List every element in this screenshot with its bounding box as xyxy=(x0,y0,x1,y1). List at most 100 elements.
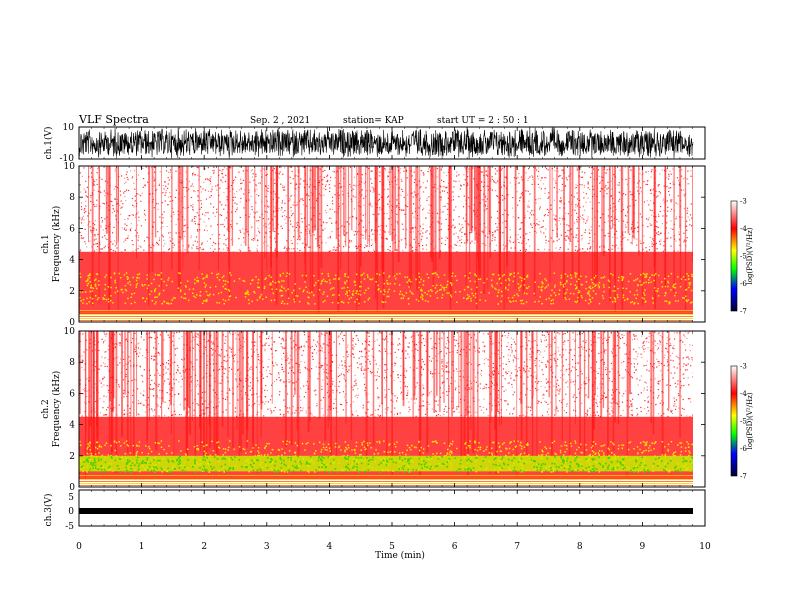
spectrogram-cell xyxy=(687,210,689,212)
spectrogram-cell xyxy=(584,395,587,397)
spectrogram-cell xyxy=(589,295,591,297)
spectrogram-cell xyxy=(333,246,335,248)
spectrogram-cell xyxy=(587,218,589,220)
spectrogram-cell xyxy=(274,230,276,233)
spectrogram-cell xyxy=(99,248,101,250)
spectrogram-cell xyxy=(547,169,549,171)
spectrogram-cell xyxy=(379,209,381,211)
spectrogram-cell xyxy=(569,292,572,295)
spectrogram-cell xyxy=(190,220,192,222)
spectrogram-cell xyxy=(190,185,192,187)
spectrogram-cell xyxy=(598,225,600,227)
spectrogram-cell xyxy=(491,240,493,242)
spectrogram-streak xyxy=(177,166,180,292)
spectrogram-cell xyxy=(649,276,651,279)
spectrogram-cell xyxy=(325,372,327,374)
spectrogram-cell xyxy=(333,287,335,289)
spectrogram-cell xyxy=(519,228,521,230)
spectrogram-cell xyxy=(482,232,484,234)
spectrogram-cell xyxy=(237,334,239,336)
spectrogram-cell xyxy=(361,274,363,276)
spectrogram-cell xyxy=(357,339,359,341)
spectrogram-cell xyxy=(305,225,308,227)
spectrogram-cell xyxy=(499,357,501,359)
spectrogram-cell xyxy=(256,211,258,213)
spectrogram-cell xyxy=(154,341,156,343)
spectrogram-cell xyxy=(640,242,642,244)
spectrogram-cell xyxy=(527,239,529,241)
spectrogram-cell xyxy=(648,396,650,398)
spectrogram-cell xyxy=(212,354,214,356)
spectrogram-cell xyxy=(390,204,392,207)
spectrogram-cell xyxy=(635,369,637,371)
spectrogram-cell xyxy=(296,204,298,206)
spectrogram-cell xyxy=(132,276,134,279)
spectrogram-cell xyxy=(525,233,527,235)
spectrogram-cell xyxy=(636,338,638,340)
spectrogram-cell xyxy=(690,365,692,367)
spectrogram-cell xyxy=(393,290,396,292)
spectrogram-cell xyxy=(394,362,396,364)
spectrogram-cell xyxy=(124,195,126,198)
spectrogram-cell xyxy=(686,178,688,180)
spectrogram-cell xyxy=(645,218,648,220)
spectrogram-cell xyxy=(313,390,315,392)
spectrogram-cell xyxy=(234,411,236,413)
spectrogram-cell xyxy=(508,279,511,282)
spectrogram-cell xyxy=(548,192,550,194)
spectrogram-cell xyxy=(666,336,668,339)
spectrogram-cell xyxy=(267,408,269,410)
spectrogram-cell xyxy=(216,276,219,279)
spectrogram-cell xyxy=(129,412,131,415)
spectrogram-cell xyxy=(267,187,269,189)
spectrogram-cell xyxy=(201,243,203,245)
spectrogram-cell xyxy=(286,331,288,333)
spectrogram-cell xyxy=(82,298,85,301)
spectrogram-cell xyxy=(321,280,324,282)
spectrogram-cell xyxy=(444,243,446,246)
spectrogram-cell xyxy=(212,170,214,172)
spectrogram-cell xyxy=(272,292,274,295)
spectrogram-cell xyxy=(648,282,650,284)
spectrogram-cell xyxy=(387,196,389,198)
spectrogram-streak xyxy=(620,166,622,275)
spectrogram-cell xyxy=(460,185,462,187)
spectrogram-cell xyxy=(239,216,241,219)
spectrogram-streak xyxy=(98,166,100,254)
spectrogram-cell xyxy=(587,181,589,183)
spectrogram-cell xyxy=(220,223,222,226)
spectrogram-cell xyxy=(194,278,196,281)
spectrogram-cell xyxy=(194,174,196,176)
spectrogram-cell xyxy=(623,376,625,378)
spectrogram-cell xyxy=(163,369,165,371)
spectrogram-cell xyxy=(260,170,262,172)
spectrogram-cell xyxy=(103,414,105,416)
spectrogram-cell xyxy=(684,279,687,281)
spectrogram-cell xyxy=(363,292,366,294)
spectrogram-cell xyxy=(352,188,354,190)
spectrogram-cell xyxy=(160,364,162,367)
spectrogram-cell xyxy=(584,172,586,174)
spectrogram-streak xyxy=(161,166,162,290)
spectrogram-cell xyxy=(211,234,213,236)
spectrogram-cell xyxy=(537,170,540,173)
spectrogram-cell xyxy=(298,287,301,290)
spectrogram-cell xyxy=(103,298,106,300)
spectrogram-cell xyxy=(574,187,576,189)
spectrogram-cell xyxy=(560,234,562,236)
spectrogram-cell xyxy=(175,170,177,172)
spectrogram-cell xyxy=(222,169,224,171)
spectrogram-cell xyxy=(377,213,379,215)
spectrogram-cell xyxy=(503,356,505,358)
spectrogram-cell xyxy=(576,272,578,275)
spectrogram-cell xyxy=(340,333,342,335)
spectrogram-cell xyxy=(639,168,641,170)
spectrogram-cell xyxy=(421,374,423,376)
spectrogram-cell xyxy=(106,365,108,368)
spectrogram-cell xyxy=(426,230,428,232)
spectrogram-cell xyxy=(610,195,612,198)
spectrogram-cell xyxy=(303,385,305,387)
spectrogram-cell xyxy=(96,172,98,174)
spectrogram-cell xyxy=(480,291,482,294)
spectrogram-cell xyxy=(452,219,455,221)
